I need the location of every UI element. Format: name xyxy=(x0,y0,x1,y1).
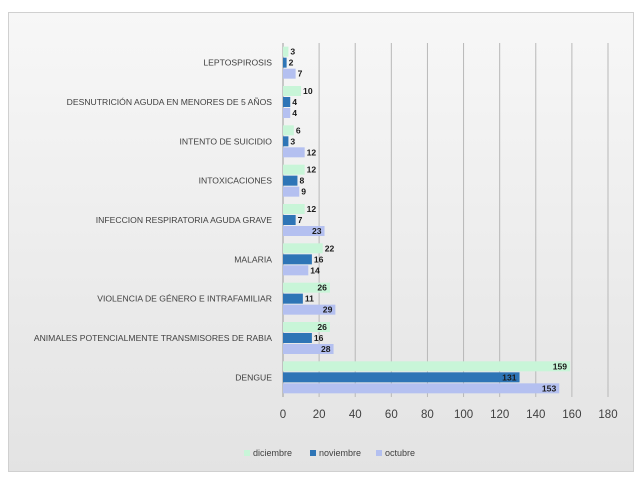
bar-noviembre xyxy=(283,57,287,68)
data-label: 2 xyxy=(289,58,294,68)
data-label: 12 xyxy=(307,147,317,157)
x-tick-label: 140 xyxy=(526,409,545,421)
chart-frame xyxy=(8,12,634,472)
legend-swatch-octubre xyxy=(376,450,382,456)
x-axis-tick-labels: 0 20 40 60 80 100 120 140 160 180 xyxy=(280,409,618,421)
bar-octubre xyxy=(283,383,560,394)
legend-label-noviembre: noviembre xyxy=(319,448,361,458)
legend-label-diciembre: diciembre xyxy=(253,448,292,458)
data-label: 28 xyxy=(321,344,331,354)
bar-diciembre xyxy=(283,204,305,214)
bar-diciembre xyxy=(283,282,330,293)
data-label: 3 xyxy=(290,136,295,146)
data-label: 4 xyxy=(292,97,297,107)
bar-diciembre xyxy=(283,164,305,175)
x-tick-label: 100 xyxy=(454,409,473,421)
category-label: ANIMALES POTENCIALMENTE TRANSMISORES DE … xyxy=(34,333,272,343)
bar-noviembre xyxy=(283,333,312,343)
bar-noviembre xyxy=(283,97,291,107)
bar-octubre xyxy=(283,108,291,118)
data-label: 131 xyxy=(502,372,517,382)
category-labels: LEPTOSPIROSIS DESNUTRICIÓN AGUDA EN MENOR… xyxy=(34,58,272,383)
x-tick-label: 120 xyxy=(490,409,509,421)
category-label: VIOLENCIA DE GÉNERO E INTRAFAMILIAR xyxy=(97,294,272,304)
x-tick-label: 160 xyxy=(562,409,581,421)
data-label: 16 xyxy=(314,254,324,264)
bars: 3271044631212891272322161426112926162815… xyxy=(283,46,571,394)
x-tick-label: 40 xyxy=(349,409,362,421)
legend-swatch-noviembre xyxy=(310,450,316,456)
data-label: 26 xyxy=(317,283,327,293)
data-label: 9 xyxy=(301,187,306,197)
bar-octubre xyxy=(283,226,325,236)
legend: diciembre noviembre octubre xyxy=(244,448,415,458)
category-label: LEPTOSPIROSIS xyxy=(203,58,272,68)
data-label: 26 xyxy=(317,322,327,332)
bar-octubre xyxy=(283,265,309,276)
category-label: DENGUE xyxy=(235,372,272,382)
gridlines xyxy=(282,43,609,397)
legend-label-octubre: octubre xyxy=(385,448,415,458)
data-label: 159 xyxy=(553,361,568,371)
bar-noviembre xyxy=(283,136,289,147)
data-label: 12 xyxy=(307,204,317,214)
category-label: INTENTO DE SUICIDIO xyxy=(180,136,273,146)
bar-diciembre xyxy=(283,243,323,254)
data-label: 23 xyxy=(312,226,322,236)
legend-swatch-diciembre xyxy=(244,450,250,456)
data-label: 22 xyxy=(325,243,335,253)
bar-octubre xyxy=(283,68,296,79)
bar-noviembre xyxy=(283,372,520,383)
data-label: 29 xyxy=(323,305,333,315)
bar-diciembre xyxy=(283,86,302,96)
x-tick-label: 80 xyxy=(421,409,434,421)
bar-diciembre xyxy=(283,46,289,57)
category-label: INFECCION RESPIRATORIA AGUDA GRAVE xyxy=(96,215,272,225)
data-label: 3 xyxy=(290,47,295,57)
x-tick-label: 0 xyxy=(280,409,286,421)
data-label: 11 xyxy=(305,294,314,304)
bar-diciembre xyxy=(283,125,294,136)
bar-octubre xyxy=(283,147,305,158)
category-label: DESNUTRICIÓN AGUDA EN MENORES DE 5 AÑOS xyxy=(67,97,273,107)
x-tick-label: 20 xyxy=(313,409,326,421)
data-label: 16 xyxy=(314,333,324,343)
x-tick-label: 180 xyxy=(598,409,617,421)
bar-octubre xyxy=(283,344,334,354)
bar-noviembre xyxy=(283,215,296,225)
bar-noviembre xyxy=(283,293,303,304)
bar-diciembre xyxy=(283,322,330,332)
bar-octubre xyxy=(283,186,300,197)
data-label: 12 xyxy=(307,165,317,175)
bar-noviembre xyxy=(283,254,312,265)
data-label: 153 xyxy=(542,383,557,393)
category-label: INTOXICACIONES xyxy=(199,176,273,186)
bar-octubre xyxy=(283,304,336,315)
data-label: 14 xyxy=(310,265,320,275)
data-label: 10 xyxy=(303,86,313,96)
data-label: 6 xyxy=(296,125,301,135)
bar-noviembre xyxy=(283,175,298,186)
bar-diciembre xyxy=(283,361,571,372)
data-label: 7 xyxy=(298,69,303,79)
data-label: 7 xyxy=(298,215,303,225)
x-tick-label: 60 xyxy=(385,409,398,421)
data-label: 4 xyxy=(292,108,297,118)
category-label: MALARIA xyxy=(234,254,272,264)
data-label: 8 xyxy=(299,176,304,186)
